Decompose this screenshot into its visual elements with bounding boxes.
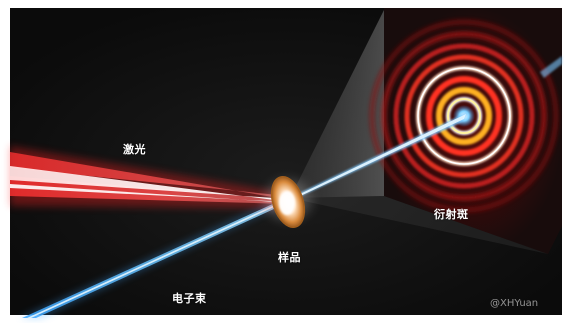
watermark: @XHYuan xyxy=(490,298,539,309)
sample-label: 样品 xyxy=(278,251,301,264)
laser-label: 激光 xyxy=(123,143,146,156)
projection-cone-lower xyxy=(290,196,548,254)
projection-cone xyxy=(290,10,384,198)
diffraction-rings xyxy=(369,19,559,213)
electron-beam-label: 电子束 xyxy=(172,292,207,305)
diffraction-pattern-label: 衍射斑 xyxy=(434,208,469,221)
laser-beam xyxy=(10,146,290,208)
sample xyxy=(258,174,318,228)
electron-beam xyxy=(20,56,562,318)
